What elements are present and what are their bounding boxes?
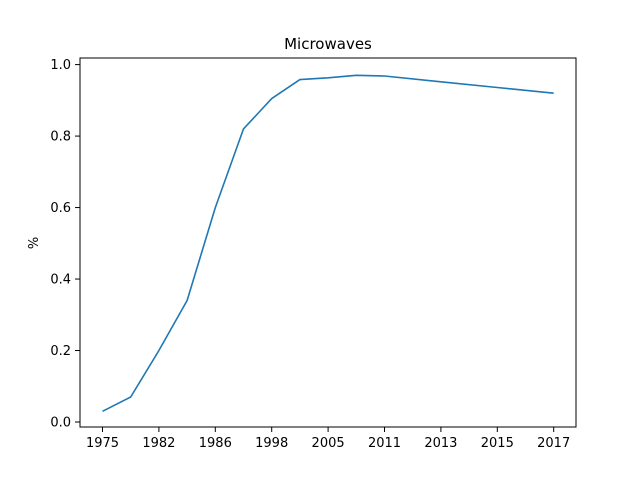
x-tick-label: 2005 (312, 436, 345, 451)
x-tick-label: 2015 (481, 436, 514, 451)
y-tick-label: 1.0 (50, 58, 71, 73)
x-tick-label: 1986 (199, 436, 232, 451)
y-tick-label: 0.2 (50, 344, 71, 359)
series-line (102, 74, 554, 413)
x-tick-label: 2017 (537, 436, 570, 451)
x-tick-label: 2013 (424, 436, 457, 451)
y-axis-label: % (27, 237, 42, 249)
y-tick-label: 0.4 (50, 273, 71, 288)
x-tick-label: 1998 (255, 436, 288, 451)
axes-frame (79, 57, 577, 428)
x-tick-label: 2011 (368, 436, 401, 451)
x-tick-label: 1975 (86, 436, 119, 451)
x-tick-label: 1982 (142, 436, 175, 451)
y-tick-label: 0.6 (50, 201, 71, 216)
y-tick-label: 0.8 (50, 130, 71, 145)
chart-title: Microwaves (284, 35, 372, 53)
y-tick-label: 0.0 (50, 416, 71, 431)
plot-area: 1975 1982 1986 1998 2005 2011 2013 2015 2017 0.0 0… (50, 58, 570, 451)
